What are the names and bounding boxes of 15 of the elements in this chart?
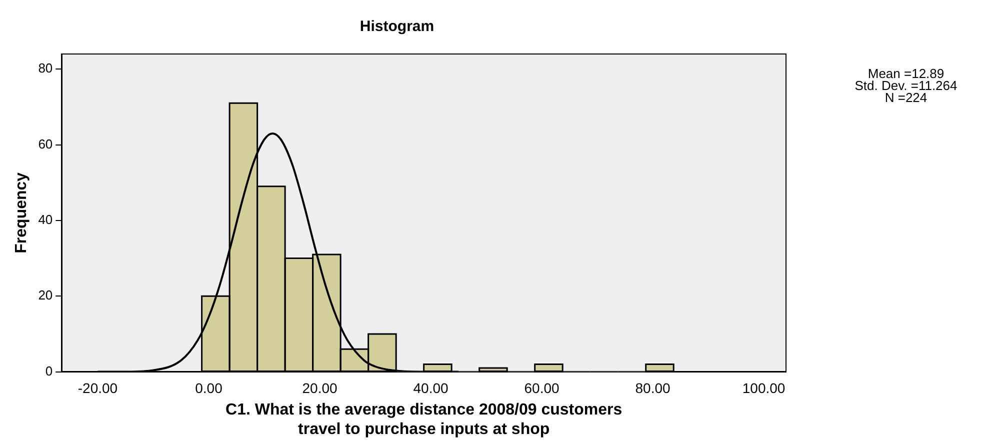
x-tick-label: 40.00	[413, 380, 448, 396]
x-tick-label: 20.00	[302, 380, 338, 396]
x-tick-label: 0.00	[195, 380, 223, 396]
y-tick-label: 20	[38, 288, 53, 303]
x-tick-label: 60.00	[524, 380, 560, 396]
y-tick-label: 60	[38, 136, 53, 152]
y-tick-label: 40	[38, 212, 53, 228]
y-axis-title: Frequency	[13, 172, 30, 254]
x-axis-title: C1. What is the average distance 2008/09 customers travel to purchase inputs at shop	[226, 402, 622, 438]
x-tick-label: 100.00	[742, 380, 786, 396]
chart-title: Histogram	[360, 18, 434, 36]
x-tick-label: 80.00	[635, 380, 671, 396]
y-tick-label: 80	[38, 60, 53, 76]
y-tick-label: 0	[45, 363, 53, 378]
x-tick-label: -20.00	[78, 380, 118, 396]
